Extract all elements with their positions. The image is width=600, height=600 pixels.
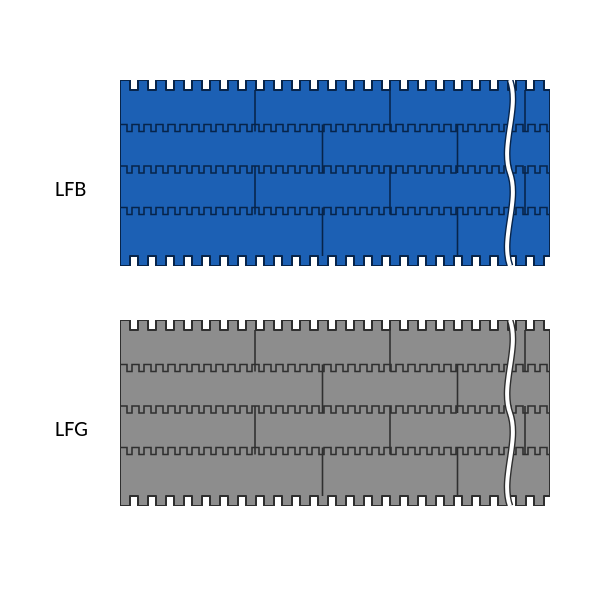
belt-lfb	[120, 80, 550, 266]
diagram-canvas: LFB LFG	[0, 0, 600, 600]
label-lfb: LFB	[55, 175, 86, 202]
belt-lfg-svg	[120, 320, 550, 506]
belt-lfb-svg	[120, 80, 550, 266]
belt-lfg	[120, 320, 550, 506]
label-lfg: LFG	[55, 415, 88, 442]
